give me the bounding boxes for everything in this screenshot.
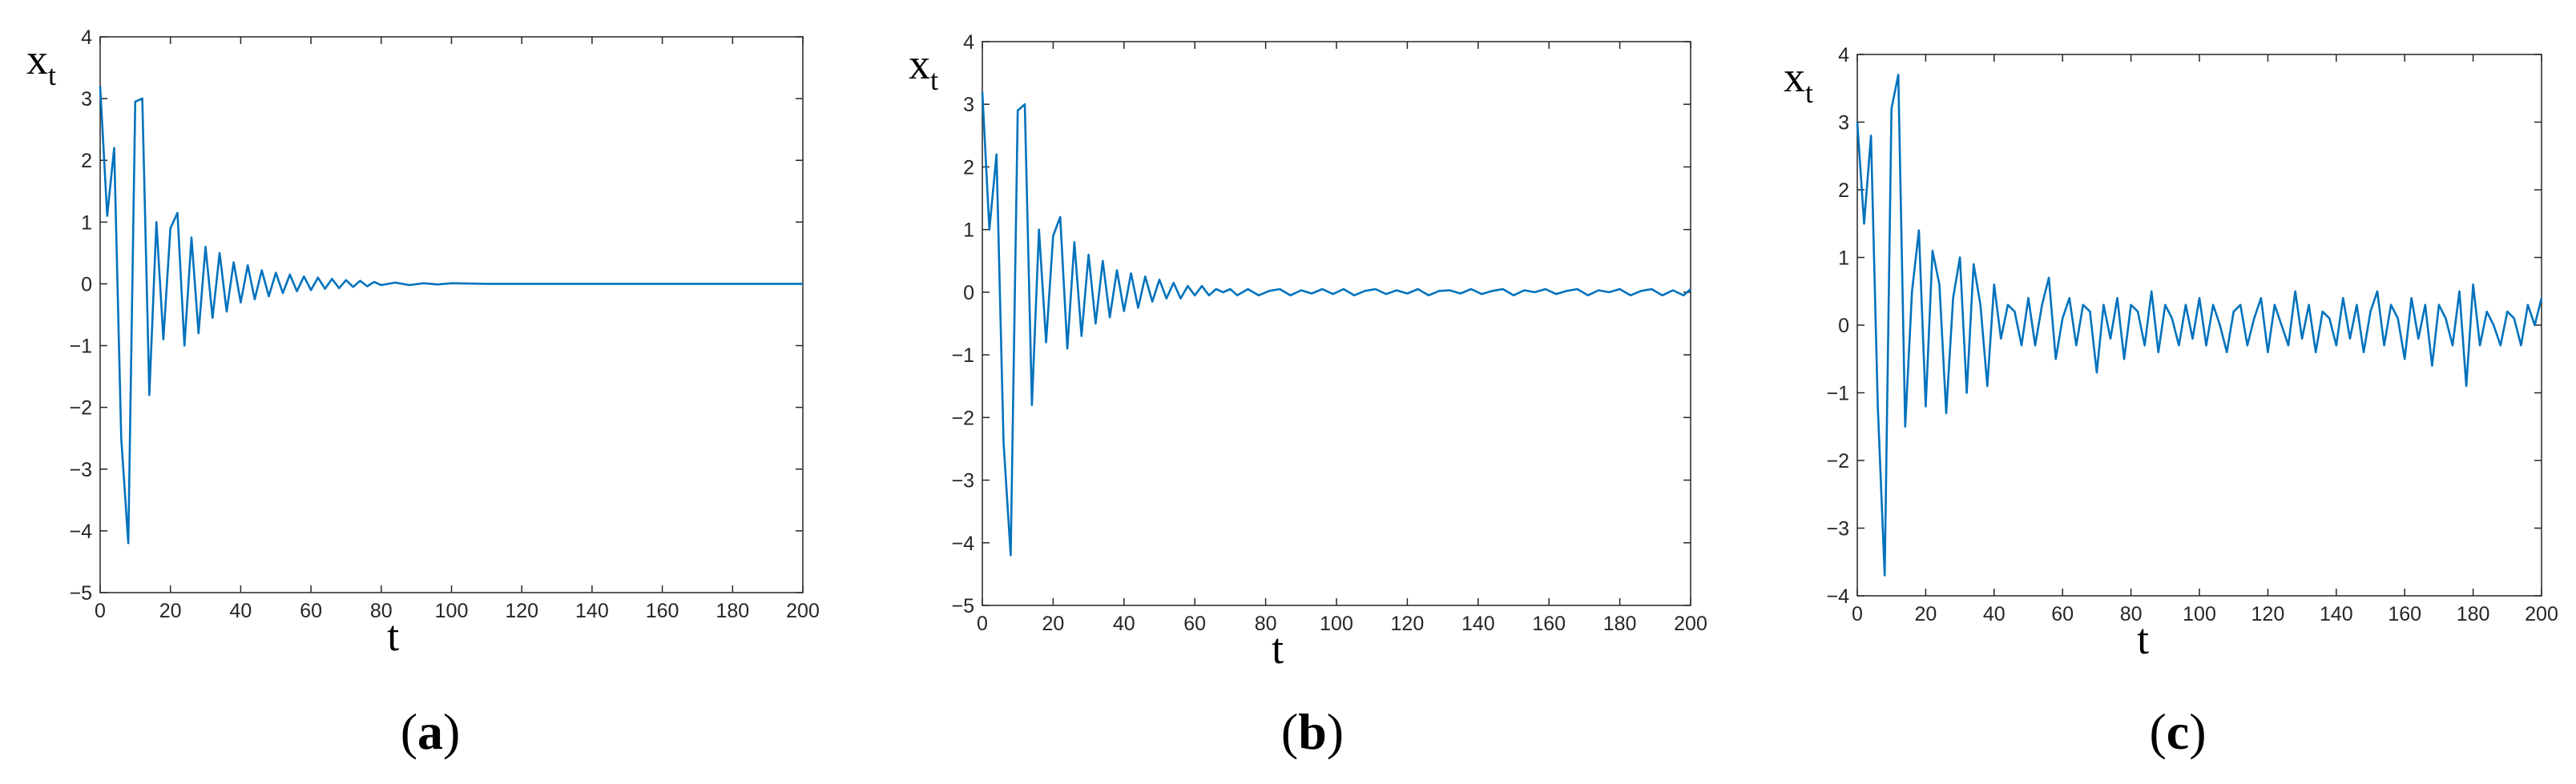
panel-caption: (a) [401, 703, 461, 760]
x-tick-label: 100 [1320, 613, 1353, 635]
x-axis-label: t [387, 612, 399, 660]
x-tick-label: 200 [1674, 613, 1707, 635]
chart-panel-a: 0 20 40 60 80 100 120 140 160 180 200 −5 −4 −3 −2 −1 0 1 2… [26, 26, 820, 760]
x-tick-label: 200 [2525, 603, 2558, 625]
x-tick-label: 0 [977, 613, 988, 635]
x-tick-label: 20 [159, 600, 182, 622]
panel-caption: (b) [1281, 703, 1344, 760]
y-tick-label: 1 [81, 211, 92, 234]
x-tick-label: 40 [1983, 603, 2006, 625]
y-axis-label: xt [909, 40, 938, 96]
y-tick-label: 1 [1838, 247, 1849, 270]
y-tick-label: −5 [951, 595, 974, 617]
chart-panel-c: 0 20 40 60 80 100 120 140 160 180 200 −4 −3 −2 −1 0 1 2 3 4… [1784, 44, 2558, 760]
y-tick-label: 2 [81, 150, 92, 172]
x-tick-label: 160 [1532, 613, 1566, 635]
y-tick-label: 4 [963, 31, 974, 54]
x-tick-label: 0 [1852, 603, 1863, 625]
y-tick-label: 4 [1838, 44, 1849, 66]
x-tick-label: 120 [505, 600, 538, 622]
series-line [99, 86, 803, 545]
x-tick-label: 200 [786, 600, 820, 622]
x-tick-label: 20 [1914, 603, 1937, 625]
y-tick-label: −3 [951, 470, 974, 493]
y-tick-label: 0 [963, 282, 974, 304]
y-axis-label: xt [1784, 53, 1813, 109]
x-tick-label: 60 [2051, 603, 2074, 625]
x-tick-label: 160 [646, 600, 679, 622]
y-tick-label: 2 [963, 156, 974, 179]
x-axis-label: t [1272, 625, 1284, 673]
x-tick-label: 60 [300, 600, 322, 622]
plot-area-frame [99, 36, 804, 593]
y-tick-label: −2 [951, 407, 974, 429]
panel-caption-letter: a [417, 703, 443, 760]
x-tick-label: 60 [1183, 613, 1206, 635]
x-tick-label: 40 [229, 600, 252, 622]
chart-panel-b: 0 20 40 60 80 100 120 140 160 180 200 −5 −4 −3 −2 −1 0 1 2… [909, 31, 1707, 760]
x-axis-label: t [2137, 615, 2149, 663]
plot-area-frame [1856, 54, 2542, 597]
y-tick-label: −2 [69, 397, 92, 420]
x-tick-label: 80 [2120, 603, 2143, 625]
y-tick-label: −1 [951, 344, 974, 367]
y-axis-label-subscript: t [1805, 77, 1813, 109]
y-tick-label: 3 [1838, 112, 1849, 135]
panel-caption-letter: c [2167, 703, 2189, 760]
x-tick-label: 160 [2388, 603, 2421, 625]
x-tick-label: 100 [2183, 603, 2216, 625]
panel-caption: (c) [2149, 703, 2206, 760]
y-axis-label-main: x [26, 35, 48, 83]
y-axis-label-subscript: t [930, 64, 938, 96]
y-tick-label: −3 [1826, 518, 1849, 541]
x-tick-label: 80 [1255, 613, 1277, 635]
plot-area-frame [982, 41, 1691, 606]
y-axis-label-main: x [1784, 53, 1805, 101]
x-tick-label: 140 [1461, 613, 1495, 635]
y-axis-label-subscript: t [48, 59, 56, 91]
x-tick-label: 120 [2251, 603, 2285, 625]
y-tick-label: −4 [69, 521, 92, 543]
series-line [1856, 74, 2543, 577]
y-tick-label: 3 [81, 88, 92, 111]
x-tick-label: 120 [1391, 613, 1425, 635]
panel-caption-letter: b [1298, 703, 1327, 760]
x-tick-label: 40 [1113, 613, 1135, 635]
series-line [981, 91, 1691, 557]
x-tick-label: 180 [1603, 613, 1637, 635]
x-tick-label: 20 [1042, 613, 1064, 635]
y-axis-label: xt [26, 35, 56, 91]
y-tick-label: 4 [81, 26, 92, 49]
y-tick-label: 2 [1838, 179, 1849, 202]
y-tick-label: 3 [963, 94, 974, 116]
y-tick-label: −2 [1826, 450, 1849, 472]
y-tick-label: −5 [69, 582, 92, 605]
y-tick-label: 0 [1838, 315, 1849, 337]
y-tick-label: 0 [81, 273, 92, 296]
y-tick-label: −1 [69, 336, 92, 358]
x-tick-label: 0 [95, 600, 106, 622]
x-tick-label: 140 [2320, 603, 2353, 625]
y-axis-label-main: x [909, 40, 930, 88]
x-tick-label: 180 [716, 600, 749, 622]
y-tick-label: 1 [963, 219, 974, 242]
y-tick-label: −3 [69, 459, 92, 481]
y-tick-label: −4 [951, 533, 974, 555]
x-tick-label: 140 [575, 600, 609, 622]
y-tick-label: −1 [1826, 383, 1849, 405]
x-tick-label: 100 [435, 600, 469, 622]
x-tick-label: 80 [370, 600, 393, 622]
y-tick-label: −4 [1826, 585, 1849, 608]
x-tick-label: 180 [2457, 603, 2490, 625]
